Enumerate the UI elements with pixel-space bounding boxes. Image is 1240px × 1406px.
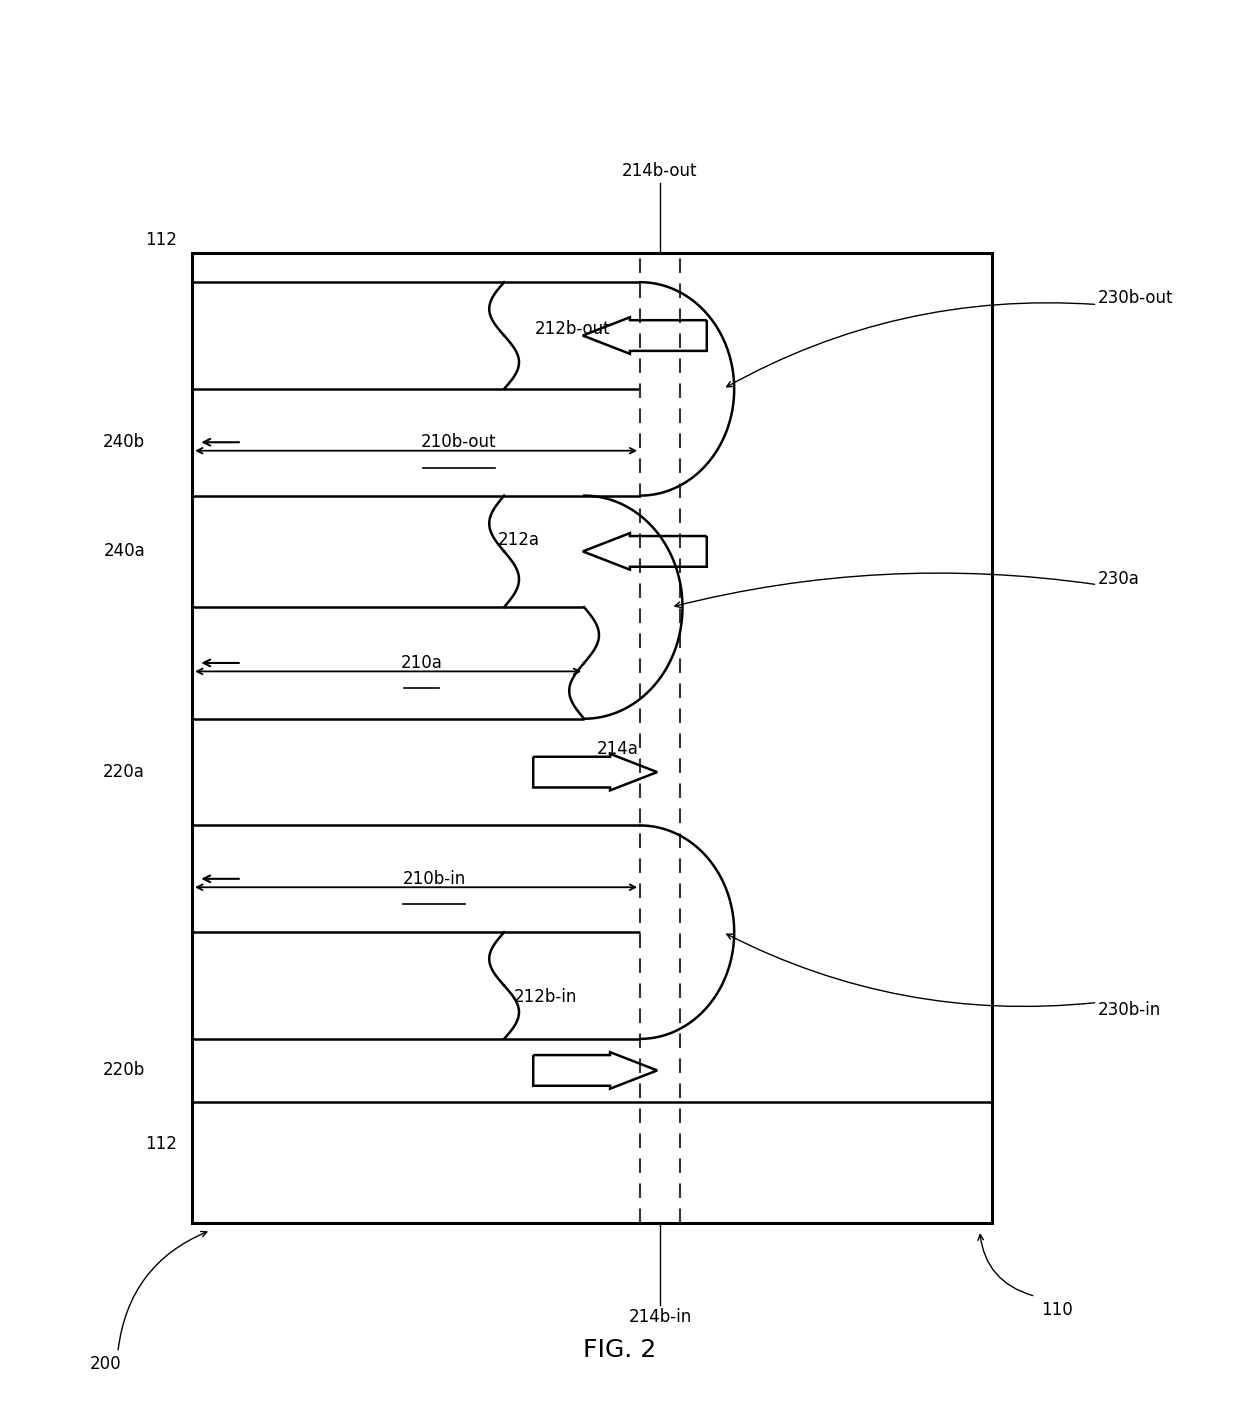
Text: 230b-out: 230b-out bbox=[1097, 288, 1173, 307]
Text: 110: 110 bbox=[1042, 1301, 1074, 1319]
Text: 214b-out: 214b-out bbox=[622, 162, 698, 180]
Text: 212b-out: 212b-out bbox=[536, 319, 611, 337]
Text: 200: 200 bbox=[89, 1355, 122, 1372]
Text: 230b-in: 230b-in bbox=[1097, 1001, 1161, 1018]
Text: 212a: 212a bbox=[498, 531, 539, 550]
Text: 214b-in: 214b-in bbox=[629, 1308, 692, 1326]
Text: 210a: 210a bbox=[401, 654, 443, 672]
Text: 210b-out: 210b-out bbox=[422, 433, 496, 451]
Text: 240a: 240a bbox=[103, 543, 145, 561]
Text: 220b: 220b bbox=[103, 1062, 145, 1080]
Text: 112: 112 bbox=[145, 231, 177, 249]
Text: 240b: 240b bbox=[103, 433, 145, 451]
Text: 214a: 214a bbox=[596, 740, 639, 758]
Text: 210b-in: 210b-in bbox=[402, 870, 466, 887]
Text: 230a: 230a bbox=[1097, 569, 1140, 588]
Text: FIG. 2: FIG. 2 bbox=[583, 1337, 657, 1362]
Text: 220a: 220a bbox=[103, 763, 145, 782]
Bar bbox=[192, 253, 992, 1223]
Text: 112: 112 bbox=[145, 1135, 177, 1153]
Text: 212b-in: 212b-in bbox=[515, 988, 578, 1005]
